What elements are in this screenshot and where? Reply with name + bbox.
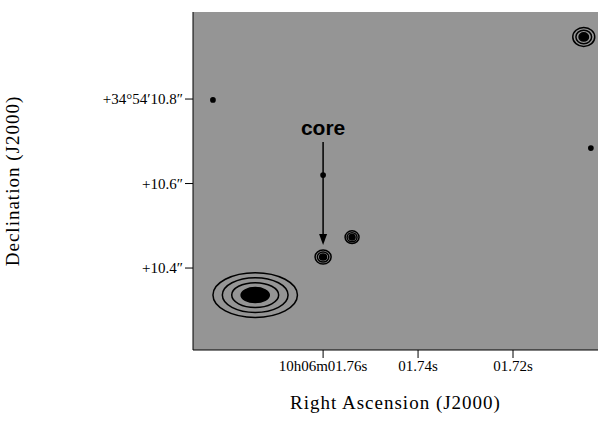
- svg-text:01.72s: 01.72s: [493, 358, 533, 374]
- svg-text:10h06m01.76s: 10h06m01.76s: [279, 358, 368, 374]
- svg-text:+10.6″: +10.6″: [142, 176, 183, 192]
- svg-text:01.74s: 01.74s: [398, 358, 438, 374]
- svg-text:+10.4″: +10.4″: [142, 260, 183, 276]
- svg-text:+34°54′10.8″: +34°54′10.8″: [103, 91, 183, 107]
- svg-text:Right Ascension (J2000): Right Ascension (J2000): [290, 392, 501, 414]
- svg-text:Declination (J2000): Declination (J2000): [2, 96, 24, 266]
- svg-text:core: core: [301, 116, 345, 139]
